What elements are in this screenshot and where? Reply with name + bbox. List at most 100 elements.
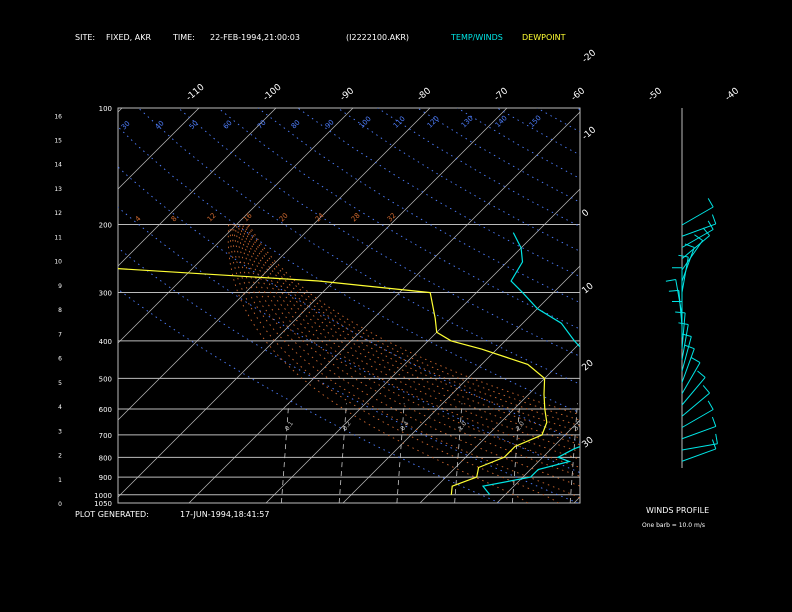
dry-adiabat xyxy=(297,108,580,278)
dry-adiabat-label: 90 xyxy=(324,118,336,130)
dry-adiabat xyxy=(576,108,580,111)
dry-adiabat xyxy=(257,108,580,304)
mixing-ratio-label: 12.0 xyxy=(746,417,760,432)
dry-adiabat-label: 140 xyxy=(494,114,509,129)
right-temp-label: 30 xyxy=(581,435,596,450)
mixing-ratio-line xyxy=(512,403,521,503)
mixing-ratio-label: 0.2 xyxy=(342,420,353,432)
height-tick-label: 13 xyxy=(54,186,62,193)
dry-adiabat-label: 70 xyxy=(256,119,268,131)
dry-adiabat-label: 100 xyxy=(358,115,373,130)
height-tick-label: 4 xyxy=(58,404,62,411)
site-label: SITE: xyxy=(75,33,96,42)
wind-barb xyxy=(691,357,701,364)
moist-adiabat-label: 16 xyxy=(242,211,254,223)
top-temp-label: -50 xyxy=(647,86,665,103)
generated-label: PLOT GENERATED: xyxy=(75,510,149,519)
dry-adiabat-label: 150 xyxy=(528,114,543,129)
file-name: (I2222100.AKR) xyxy=(346,33,410,42)
height-tick-label: 5 xyxy=(58,380,62,387)
height-tick-label: 14 xyxy=(54,162,62,169)
isotherm xyxy=(118,108,508,498)
wind-shaft xyxy=(681,425,716,440)
wind-shaft xyxy=(681,312,686,349)
height-tick-label: 1 xyxy=(58,477,62,484)
dry-adiabat xyxy=(118,126,580,414)
site-value: FIXED, AKR xyxy=(106,33,152,42)
moist-adiabat xyxy=(234,224,580,477)
temperature-line xyxy=(481,232,580,496)
moist-adiabat xyxy=(227,224,529,503)
time-value: 22-FEB-1994,21:00:03 xyxy=(210,33,300,42)
isotherm xyxy=(118,108,277,267)
wind-barb xyxy=(707,400,714,410)
mixing-ratio-label: 1.0 xyxy=(457,420,468,432)
top-temp-label: -70 xyxy=(493,86,511,103)
dry-adiabat xyxy=(118,288,500,503)
pressure-tick-label: 1050 xyxy=(94,500,112,508)
wind-barb xyxy=(711,416,717,427)
mixing-ratio-label: 5.0 xyxy=(630,420,641,432)
time-label: TIME: xyxy=(173,33,195,42)
top-temp-label: -60 xyxy=(570,86,588,103)
top-temp-label: -40 xyxy=(724,86,742,103)
pressure-tick-label: 700 xyxy=(99,432,112,440)
height-tick-label: 2 xyxy=(58,453,62,460)
moist-adiabat-label: 4 xyxy=(134,214,143,223)
isotherm xyxy=(0,108,45,503)
dry-adiabat-label: 80 xyxy=(290,118,302,130)
dry-adiabat-label: 50 xyxy=(188,119,200,131)
mixing-ratio-line xyxy=(454,403,463,503)
height-tick-label: 7 xyxy=(58,331,62,338)
mixing-ratio-label: 3.0 xyxy=(573,420,584,432)
mixing-ratio-line xyxy=(281,403,290,503)
dry-adiabat xyxy=(118,206,580,474)
moist-adiabat xyxy=(245,224,580,427)
top-temp-label: -90 xyxy=(339,86,357,103)
mixing-ratio-line xyxy=(396,403,405,503)
wind-barb xyxy=(707,198,714,208)
wind-barb xyxy=(684,344,695,350)
pressure-tick-label: 600 xyxy=(99,406,112,414)
moist-adiabat-label: 28 xyxy=(350,211,362,223)
mixing-ratio-line xyxy=(338,403,347,503)
isotherm xyxy=(573,496,580,503)
dry-adiabat xyxy=(417,108,580,203)
right-temp-label: -10 xyxy=(581,125,599,142)
winds-profile-title: WINDS PROFILE xyxy=(646,506,710,515)
dry-adiabat-label: 60 xyxy=(222,119,234,131)
dry-adiabat-label: 110 xyxy=(392,115,407,130)
wind-shaft xyxy=(681,229,714,248)
top-temp-label: -80 xyxy=(416,86,434,103)
isotherm xyxy=(118,108,431,421)
isotherm xyxy=(118,108,200,190)
pressure-tick-label: 300 xyxy=(99,290,112,298)
wind-shaft xyxy=(681,362,701,395)
moist-adiabat-label: 12 xyxy=(206,211,218,223)
wind-shaft xyxy=(681,392,710,417)
dry-adiabat xyxy=(696,108,792,503)
dry-adiabat xyxy=(457,108,580,179)
mixing-ratio-label: 0.4 xyxy=(399,420,410,432)
dry-adiabat xyxy=(178,108,580,357)
height-tick-label: 12 xyxy=(54,210,62,217)
wind-shaft xyxy=(681,409,714,428)
generated-value: 17-JUN-1994,18:41:57 xyxy=(180,510,270,519)
dry-adiabat xyxy=(496,108,580,156)
right-temp-label: 20 xyxy=(581,358,596,373)
mixing-ratio-line xyxy=(569,403,578,503)
dry-adiabat xyxy=(736,108,792,503)
height-tick-label: 10 xyxy=(54,259,62,266)
right-temp-label: -20 xyxy=(581,48,599,65)
wind-barb xyxy=(702,227,710,236)
pressure-tick-label: 200 xyxy=(99,221,112,229)
top-temp-label: -110 xyxy=(185,82,207,103)
height-tick-label: 16 xyxy=(54,113,62,120)
wind-shaft xyxy=(681,247,695,282)
moist-adiabat xyxy=(243,224,580,433)
dry-adiabat-label: 120 xyxy=(426,114,441,129)
isotherm xyxy=(496,419,580,503)
mixing-ratio-label: 8.0 xyxy=(688,420,699,432)
wind-shaft xyxy=(681,443,718,451)
height-tick-label: 3 xyxy=(58,428,62,435)
